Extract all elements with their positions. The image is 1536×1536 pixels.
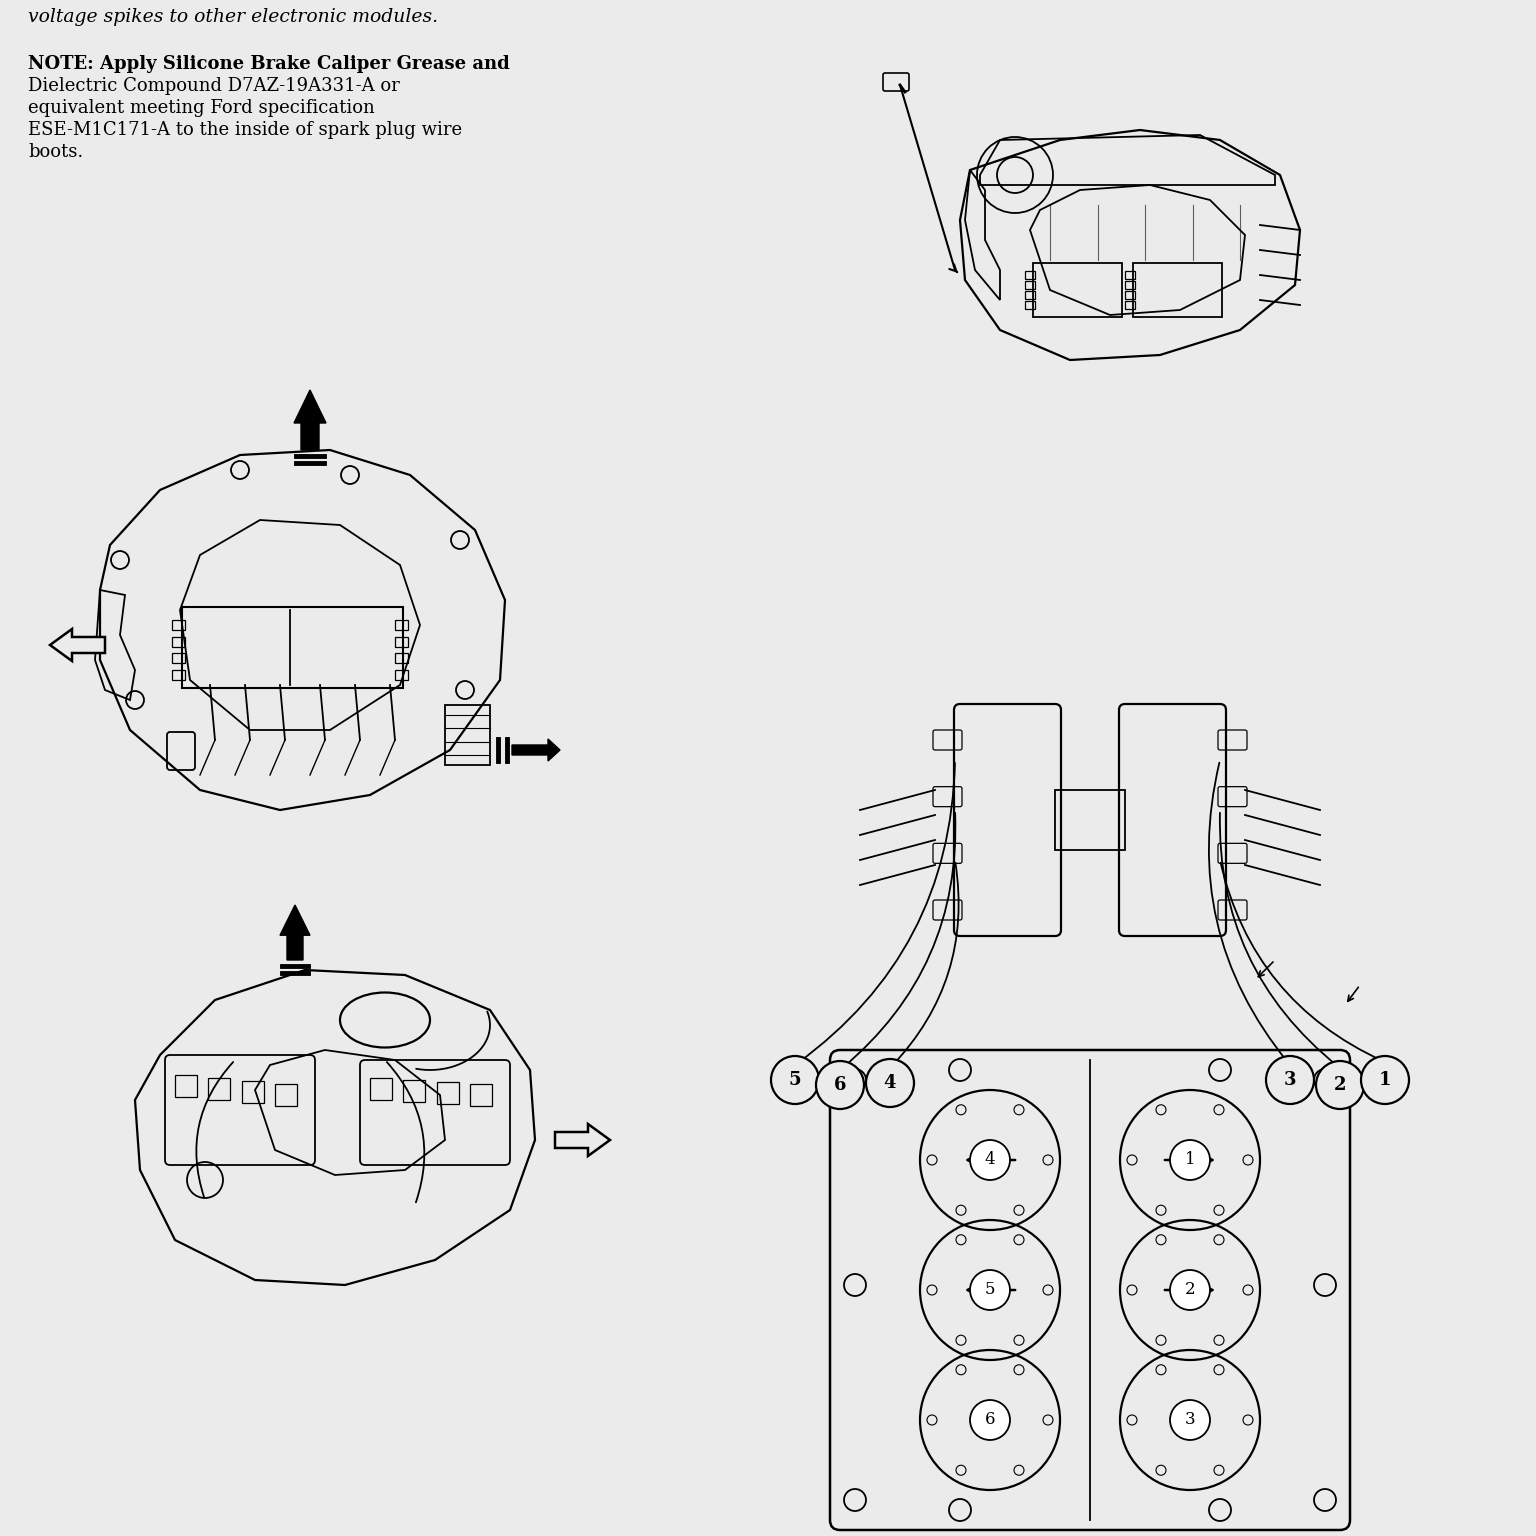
Bar xyxy=(1124,301,1135,309)
Bar xyxy=(1055,790,1124,849)
Bar xyxy=(172,636,184,647)
Bar xyxy=(395,621,409,630)
Bar xyxy=(370,1078,392,1100)
Circle shape xyxy=(971,1399,1011,1441)
Bar xyxy=(1124,281,1135,289)
Bar xyxy=(172,653,184,664)
Bar xyxy=(1124,290,1135,300)
Bar xyxy=(209,1078,230,1100)
Text: 2: 2 xyxy=(1333,1077,1346,1094)
Bar xyxy=(404,1080,425,1101)
Text: 4: 4 xyxy=(985,1152,995,1169)
Circle shape xyxy=(771,1057,819,1104)
Circle shape xyxy=(1266,1057,1313,1104)
Text: boots.: boots. xyxy=(28,143,83,161)
Text: 1: 1 xyxy=(1379,1071,1392,1089)
Circle shape xyxy=(1361,1057,1409,1104)
Bar xyxy=(1025,301,1035,309)
Circle shape xyxy=(971,1140,1011,1180)
Bar xyxy=(1124,270,1135,280)
Bar xyxy=(1025,281,1035,289)
Circle shape xyxy=(866,1058,914,1107)
Polygon shape xyxy=(511,739,561,760)
Text: ESE-M1C171-A to the inside of spark plug wire: ESE-M1C171-A to the inside of spark plug… xyxy=(28,121,462,138)
Text: Dielectric Compound D7AZ-19A331-A or: Dielectric Compound D7AZ-19A331-A or xyxy=(28,77,399,95)
Text: 1: 1 xyxy=(1184,1152,1195,1169)
Polygon shape xyxy=(554,1124,610,1157)
Bar xyxy=(395,670,409,680)
Bar xyxy=(395,636,409,647)
Text: 2: 2 xyxy=(1184,1281,1195,1298)
Text: 3: 3 xyxy=(1184,1412,1195,1428)
Bar xyxy=(470,1084,492,1106)
Bar xyxy=(172,621,184,630)
Circle shape xyxy=(816,1061,863,1109)
Text: equivalent meeting Ford specification: equivalent meeting Ford specification xyxy=(28,98,375,117)
Text: 5: 5 xyxy=(788,1071,802,1089)
Circle shape xyxy=(1316,1061,1364,1109)
Polygon shape xyxy=(51,630,104,660)
Bar xyxy=(445,705,490,765)
Bar xyxy=(436,1081,459,1104)
Polygon shape xyxy=(280,905,310,960)
Text: 5: 5 xyxy=(985,1281,995,1298)
Circle shape xyxy=(1170,1270,1210,1310)
Text: NOTE: Apply Silicone Brake Caliper Grease and: NOTE: Apply Silicone Brake Caliper Greas… xyxy=(28,55,510,74)
Text: 3: 3 xyxy=(1284,1071,1296,1089)
Text: 6: 6 xyxy=(985,1412,995,1428)
Bar xyxy=(275,1084,296,1106)
Circle shape xyxy=(1170,1140,1210,1180)
Text: voltage spikes to other electronic modules.: voltage spikes to other electronic modul… xyxy=(28,8,438,26)
Text: 6: 6 xyxy=(834,1077,846,1094)
Bar xyxy=(241,1081,264,1103)
Bar xyxy=(172,670,184,680)
Polygon shape xyxy=(293,390,326,450)
Bar xyxy=(1025,290,1035,300)
Bar xyxy=(395,653,409,664)
Bar xyxy=(1025,270,1035,280)
Circle shape xyxy=(1170,1399,1210,1441)
Bar xyxy=(175,1075,197,1097)
Circle shape xyxy=(971,1270,1011,1310)
Text: 4: 4 xyxy=(883,1074,895,1092)
